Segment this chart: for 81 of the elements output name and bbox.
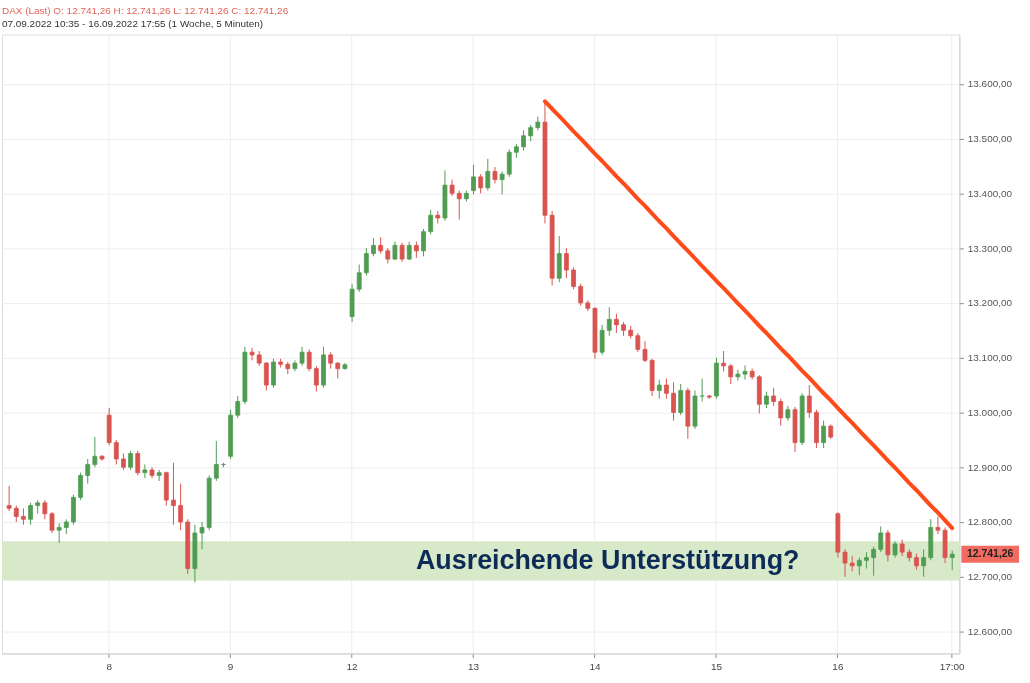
- candlestick: [571, 266, 576, 290]
- candlestick: [485, 158, 491, 192]
- candlestick: [656, 379, 662, 400]
- candlestick: [85, 458, 91, 485]
- candlestick: [92, 436, 98, 468]
- candlestick: [671, 381, 676, 422]
- candlestick: [635, 332, 641, 353]
- candlestick: [371, 237, 376, 257]
- candlestick: [213, 440, 219, 482]
- candlestick: [478, 173, 484, 194]
- candlestick: [128, 450, 133, 471]
- candlestick: [421, 228, 426, 257]
- y-tick-label: 12.900,00: [967, 461, 1013, 473]
- candlestick: [614, 313, 619, 334]
- candlestick: [428, 209, 434, 235]
- candlestick: [235, 395, 241, 419]
- candlestick: [263, 361, 269, 392]
- candlestick: [821, 420, 826, 449]
- x-tick-label: 8: [106, 660, 113, 672]
- y-tick-label: 13.000,00: [967, 406, 1013, 418]
- candlestick: [771, 387, 776, 407]
- candlestick: [313, 365, 319, 393]
- y-tick-label: 13.500,00: [967, 133, 1013, 145]
- candlestick: [778, 398, 784, 427]
- candlestick: [949, 549, 955, 571]
- x-tick-label: 17:00: [939, 660, 966, 672]
- candlestick: [921, 548, 927, 578]
- candlestick: [678, 383, 684, 416]
- chart-subtitle: 07.09.2022 10:35 - 16.09.2022 17:55 (1 Woche, 5 Minuten): [1, 17, 264, 29]
- candlestick: [399, 242, 405, 263]
- candlestick: [499, 170, 505, 195]
- candlestick: [471, 164, 476, 195]
- line-series: [542, 99, 955, 531]
- x-tick-label: 13: [467, 660, 480, 672]
- candlestick: [28, 502, 33, 526]
- candlestick: [564, 247, 569, 279]
- candlestick: [249, 347, 255, 361]
- y-tick-label: 12.800,00: [967, 516, 1013, 528]
- candlestick: [871, 546, 876, 577]
- candlestick: [878, 525, 884, 553]
- candlestick: [699, 377, 705, 402]
- y-tick-label: 13.400,00: [967, 187, 1013, 199]
- candlestick: [306, 348, 312, 372]
- candlestick: [363, 247, 369, 276]
- candlestick: [135, 450, 141, 476]
- x-tick-label: 15: [710, 660, 723, 672]
- chart-title: DAX (Last) O: 12.741,26 H: 12.741,26 L: 12.741,26 C: 12.741,26: [1, 4, 289, 16]
- candlestick: [606, 306, 612, 337]
- candlestick: [599, 324, 605, 356]
- y-tick-label: 13.600,00: [967, 78, 1013, 90]
- candlestick: [506, 149, 512, 178]
- candlestick: [171, 462, 176, 526]
- x-tick-label: 14: [589, 660, 601, 672]
- candlestick: [78, 472, 83, 501]
- candlestick: [356, 264, 362, 293]
- y-tick-label: 13.200,00: [967, 297, 1013, 309]
- candlestick: [806, 384, 812, 419]
- candlestick: [578, 283, 584, 307]
- candlestick: [6, 485, 12, 512]
- x-tick-label: 9: [227, 660, 234, 672]
- candlestick: [721, 350, 726, 372]
- candlestick: [885, 529, 891, 562]
- y-tick-label: 12.600,00: [967, 626, 1013, 638]
- x-tick-label: 16: [832, 660, 844, 672]
- candlestick: [271, 358, 276, 389]
- candlestick: [456, 190, 462, 221]
- band-label: Ausreichende Unterstützung?: [415, 544, 800, 575]
- y-tick-label: 13.300,00: [967, 242, 1013, 254]
- candlestick: [178, 483, 183, 531]
- ref-line-label: 12.741,26: [966, 548, 1014, 560]
- candlestick: [56, 522, 62, 544]
- candlestick: [49, 511, 55, 534]
- y-tick-label: 13.100,00: [967, 352, 1013, 364]
- candlestick: [728, 363, 734, 385]
- candlestick: [113, 439, 119, 465]
- candlestick: [142, 463, 148, 479]
- candlestick: [42, 499, 48, 520]
- candlestick: [521, 129, 526, 152]
- y-tick-label: 12.700,00: [967, 571, 1013, 583]
- candlestick: [664, 377, 669, 400]
- x-tick-label: 12: [346, 660, 359, 672]
